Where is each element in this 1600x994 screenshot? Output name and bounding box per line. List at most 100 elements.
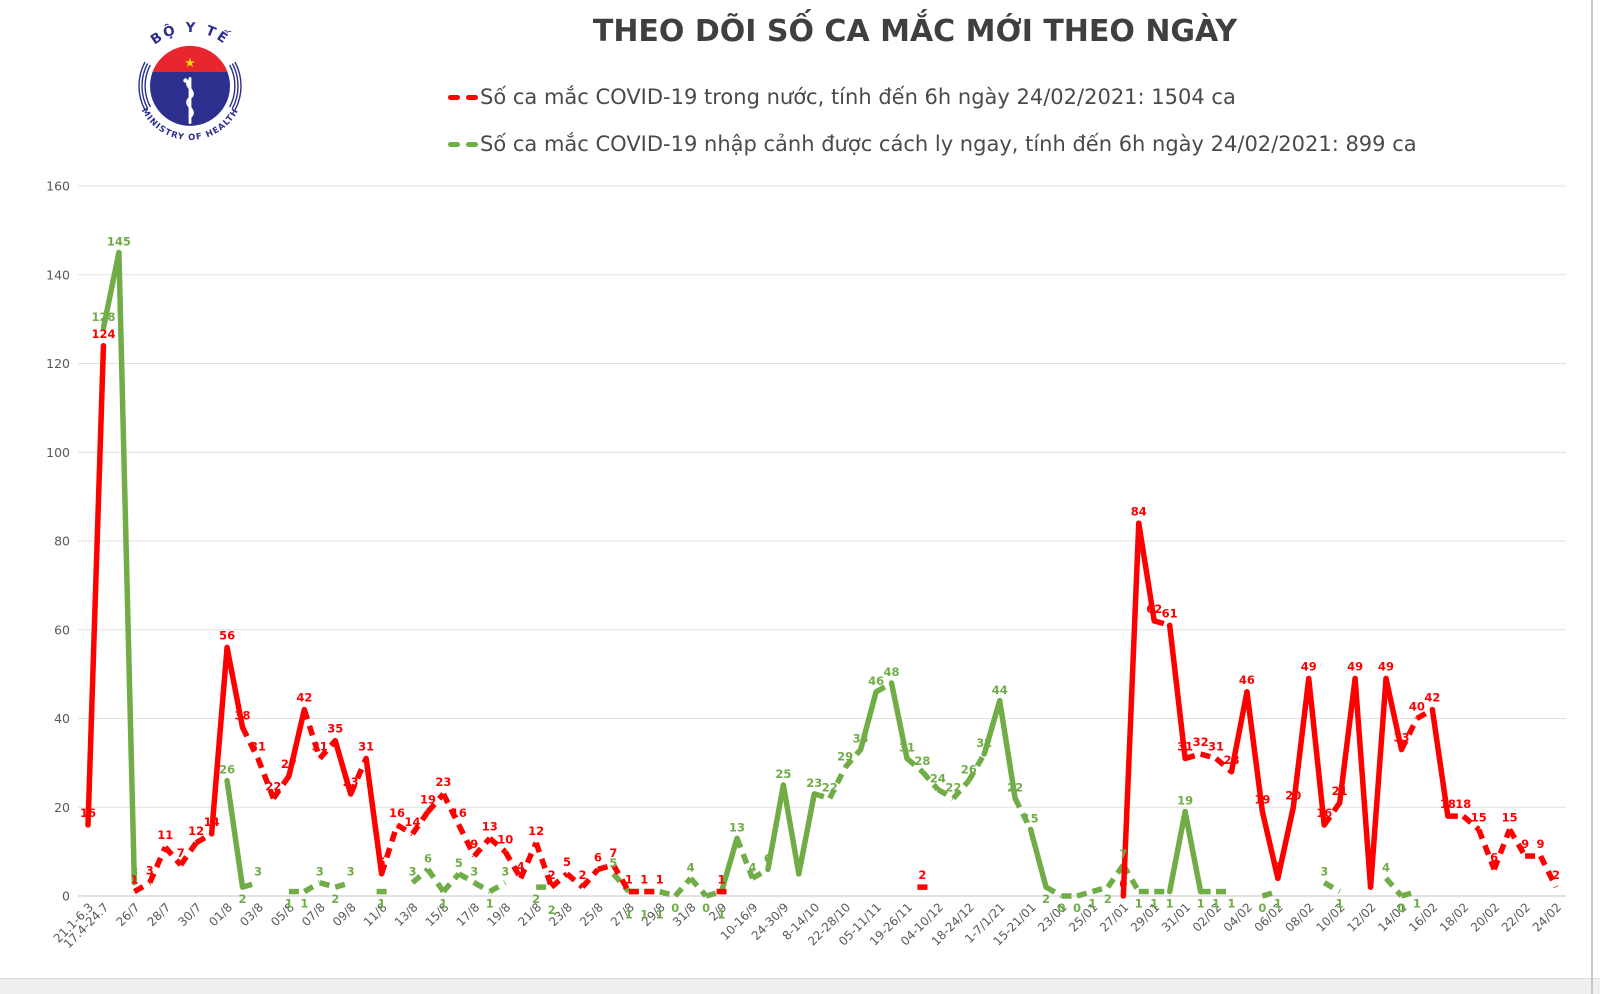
y-tick-label: 20	[54, 800, 70, 815]
data-label: 1	[1197, 897, 1205, 911]
y-tick-label: 140	[46, 267, 70, 282]
series-segment-imported	[100, 249, 122, 331]
data-label: 16	[1316, 806, 1332, 820]
series-segment-domestic	[1461, 814, 1481, 832]
series-segment-imported	[1166, 808, 1188, 895]
data-label: 7	[609, 846, 617, 860]
series-segment-domestic	[1199, 751, 1217, 762]
series-segment-domestic	[378, 824, 400, 875]
logo-star-icon: ★	[184, 56, 196, 71]
series-segment-domestic	[132, 880, 152, 894]
data-label: 33	[853, 732, 869, 746]
data-label: 22	[265, 779, 281, 793]
data-label: 44	[992, 683, 1008, 697]
data-label: 27	[281, 757, 297, 771]
series-segment-domestic	[1214, 756, 1234, 774]
data-label: 1	[1088, 897, 1096, 911]
data-label: 48	[884, 665, 900, 679]
series-segment-domestic	[147, 846, 168, 884]
data-label: 84	[1131, 504, 1147, 518]
data-label: 3	[1320, 865, 1328, 879]
series-segment-domestic	[286, 706, 308, 779]
data-label: 0	[1258, 901, 1266, 915]
series-segment-domestic	[1228, 689, 1250, 775]
data-label: 5	[795, 856, 803, 870]
data-label: 1	[300, 897, 308, 911]
data-label: 25	[775, 767, 791, 781]
series-segment-imported	[996, 698, 1018, 802]
series-segment-imported	[1091, 884, 1109, 895]
data-label: 1	[1212, 897, 1220, 911]
data-label: 0	[1058, 901, 1066, 915]
data-label: 9	[1537, 837, 1545, 851]
series-segment-imported	[319, 880, 337, 890]
series-segment-imported	[1105, 863, 1126, 889]
legend-item-domestic: Số ca mắc COVID-19 trong nước, tính đến …	[448, 82, 1417, 112]
series-segment-imported	[441, 872, 461, 894]
series-segment-imported	[1027, 826, 1049, 890]
data-label: 1	[1166, 897, 1174, 911]
data-label: 1	[718, 873, 726, 887]
series-segment-imported	[813, 791, 831, 802]
x-tick-label: 30/7	[175, 900, 204, 929]
data-label: 28	[914, 754, 930, 768]
series-segment-domestic	[1136, 520, 1157, 624]
series-segment-domestic	[1352, 675, 1374, 890]
legend-label-imported: Số ca mắc COVID-19 nhập cảnh được cách l…	[480, 132, 1417, 156]
series-segment-imported	[1076, 888, 1094, 899]
data-label: 2	[331, 892, 339, 906]
series-segment-domestic	[271, 774, 292, 800]
series-segment-imported	[751, 866, 770, 881]
data-label: 32	[976, 736, 992, 750]
data-label: 2	[1552, 868, 1560, 882]
data-label: 4	[517, 859, 525, 873]
data-label: 16	[80, 806, 96, 820]
series-segment-domestic	[85, 343, 107, 828]
data-label: 9	[470, 837, 478, 851]
data-label: 62	[1146, 602, 1162, 616]
series-segment-domestic	[1367, 675, 1389, 890]
series-segment-domestic	[1538, 854, 1559, 889]
y-tick-label: 0	[62, 889, 70, 904]
y-tick-label: 100	[46, 445, 70, 460]
data-label: 15	[1471, 810, 1487, 824]
legend-label-domestic: Số ca mắc COVID-19 trong nước, tính đến …	[480, 85, 1236, 109]
data-label: 3	[146, 864, 154, 878]
data-label: 12	[188, 824, 204, 838]
series-segment-domestic	[317, 738, 338, 761]
data-label: 26	[219, 763, 235, 777]
x-tick-label: 28/7	[144, 900, 173, 929]
data-label: 5	[455, 856, 463, 870]
data-label: 1	[656, 908, 664, 922]
data-label: 23	[435, 775, 451, 789]
series-segment-domestic	[332, 737, 354, 797]
data-label: 42	[296, 691, 312, 705]
series-segment-domestic	[456, 823, 477, 858]
data-label: 3	[408, 865, 416, 879]
series-segment-domestic	[580, 867, 601, 889]
data-label: 31	[899, 740, 915, 754]
data-label: 6	[424, 851, 432, 865]
series-segment-domestic	[1166, 622, 1188, 762]
series-segment-imported	[1322, 880, 1342, 894]
data-label: 49	[1347, 660, 1363, 674]
data-label: 19	[1254, 793, 1270, 807]
data-label: 26	[961, 763, 977, 777]
series-segment-imported	[936, 787, 955, 801]
y-tick-label: 60	[54, 622, 70, 637]
data-label: 6	[1490, 850, 1498, 864]
chart-legend: Số ca mắc COVID-19 trong nước, tính đến …	[448, 82, 1417, 176]
data-label: 12	[528, 824, 544, 838]
green-dash-icon	[448, 141, 460, 147]
data-label: 23	[343, 775, 359, 789]
series-segment-imported	[1383, 876, 1404, 898]
data-label: 1	[1274, 897, 1282, 911]
data-label: 15	[1023, 811, 1039, 825]
data-label: 3	[470, 865, 478, 879]
logo-side-arcs	[138, 61, 242, 111]
x-tick-label: 16/02	[1406, 900, 1440, 934]
data-label: 1	[625, 873, 633, 887]
data-label: 2	[918, 868, 926, 882]
red-dash-icon	[466, 94, 478, 100]
data-label: 0	[671, 901, 679, 915]
